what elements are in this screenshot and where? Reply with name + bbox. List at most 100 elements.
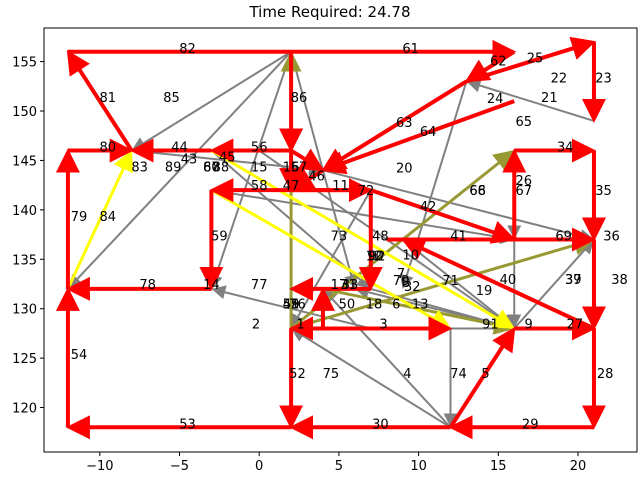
y-tick-label: 145 — [12, 154, 37, 169]
node-label-43: 43 — [181, 152, 198, 167]
x-tick-label: −5 — [170, 459, 189, 474]
node-label-33: 33 — [342, 278, 359, 293]
node-label-69: 69 — [555, 230, 572, 245]
node-label-48: 48 — [372, 230, 389, 245]
node-label-32: 32 — [404, 280, 421, 295]
red-edge — [464, 50, 516, 83]
node-label-2: 2 — [252, 318, 260, 333]
node-label-63: 63 — [396, 116, 413, 131]
node-label-53: 53 — [179, 417, 196, 432]
node-label-8: 8 — [402, 276, 410, 291]
node-label-79: 79 — [71, 210, 88, 225]
x-tick-label: 10 — [410, 459, 427, 474]
node-label-60: 60 — [203, 160, 220, 175]
node-label-72: 72 — [358, 184, 375, 199]
edges-layer — [55, 36, 606, 440]
node-label-70: 70 — [393, 274, 410, 289]
node-label-90: 90 — [367, 249, 384, 264]
node-label-42: 42 — [420, 200, 437, 215]
node-label-41: 41 — [450, 230, 467, 245]
red-edge — [448, 326, 516, 429]
chart-title: Time Required: 24.78 — [248, 3, 410, 21]
node-label-14: 14 — [203, 278, 220, 293]
node-label-12: 12 — [366, 249, 383, 264]
x-tick-label: 5 — [335, 459, 343, 474]
node-label-56: 56 — [251, 141, 268, 156]
node-label-61: 61 — [402, 42, 419, 57]
node-label-66: 66 — [469, 184, 486, 199]
node-label-17: 17 — [331, 278, 348, 293]
node-label-92: 92 — [369, 249, 386, 264]
node-label-20: 20 — [396, 161, 413, 176]
gray-edge — [291, 328, 452, 429]
node-label-84: 84 — [99, 210, 116, 225]
node-label-38: 38 — [611, 273, 628, 288]
node-label-50: 50 — [339, 298, 356, 313]
gray-edge — [209, 51, 293, 289]
x-tick-label: 15 — [490, 459, 507, 474]
x-tick-label: 0 — [255, 459, 263, 474]
node-label-83: 83 — [131, 160, 148, 175]
y-tick-label: 135 — [12, 253, 37, 268]
node-label-62: 62 — [490, 55, 507, 70]
node-label-88: 88 — [213, 160, 230, 175]
node-label-91: 91 — [482, 318, 499, 333]
y-tick-label: 125 — [12, 352, 37, 367]
yellow-edge — [210, 149, 516, 329]
node-label-34: 34 — [557, 141, 574, 156]
node-label-23: 23 — [595, 71, 612, 86]
node-label-81: 81 — [99, 91, 116, 106]
node-label-25: 25 — [527, 52, 544, 67]
node-label-71: 71 — [442, 274, 459, 289]
node-label-26: 26 — [516, 174, 533, 189]
red-edge — [290, 148, 325, 172]
node-label-27: 27 — [567, 318, 584, 333]
node-label-9: 9 — [524, 318, 532, 333]
gray-edge — [67, 51, 292, 289]
gray-edge — [466, 78, 595, 122]
node-label-86: 86 — [291, 91, 308, 106]
node-label-55: 55 — [283, 298, 300, 313]
yellow-edge — [66, 149, 133, 290]
node-label-28: 28 — [597, 367, 614, 382]
node-label-68: 68 — [469, 184, 486, 199]
red-edge — [289, 168, 325, 192]
node-label-39: 39 — [565, 273, 582, 288]
node-label-73: 73 — [331, 230, 348, 245]
node-label-18: 18 — [366, 298, 383, 313]
node-label-29: 29 — [522, 417, 539, 432]
node-label-24: 24 — [487, 92, 504, 107]
node-label-65: 65 — [516, 115, 533, 130]
x-tick-label: −10 — [86, 459, 113, 474]
y-tick-label: 120 — [12, 402, 37, 417]
node-label-76: 76 — [289, 298, 306, 313]
y-tick-label: 155 — [12, 56, 37, 71]
plot-frame — [43, 27, 638, 453]
node-label-51: 51 — [283, 298, 300, 313]
node-label-67: 67 — [516, 184, 533, 199]
node-label-4: 4 — [403, 367, 411, 382]
gray-edge — [211, 189, 515, 245]
node-label-10: 10 — [402, 248, 419, 263]
node-label-78: 78 — [139, 278, 156, 293]
node-label-22: 22 — [551, 71, 568, 86]
node-label-59: 59 — [211, 230, 228, 245]
node-label-87: 87 — [203, 160, 220, 175]
red-edge — [66, 50, 134, 152]
node-label-37: 37 — [565, 273, 582, 288]
node-label-54: 54 — [71, 348, 88, 363]
node-label-15: 15 — [251, 160, 268, 175]
node-label-1: 1 — [297, 318, 305, 333]
node-label-3: 3 — [379, 318, 387, 333]
node-label-13: 13 — [412, 298, 429, 313]
node-label-82: 82 — [179, 42, 196, 57]
node-label-57: 57 — [291, 160, 308, 175]
red-edge — [321, 99, 515, 175]
node-label-16: 16 — [283, 160, 300, 175]
red-edge — [321, 79, 468, 172]
node-label-5: 5 — [481, 367, 489, 382]
node-label-45: 45 — [219, 150, 236, 165]
node-label-36: 36 — [603, 230, 620, 245]
